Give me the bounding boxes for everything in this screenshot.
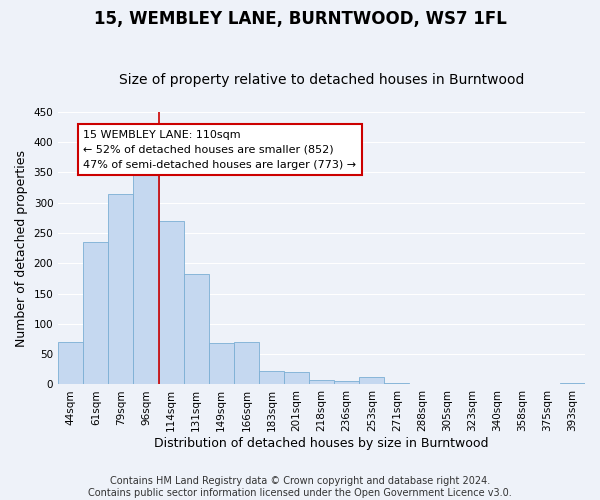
Y-axis label: Number of detached properties: Number of detached properties bbox=[15, 150, 28, 346]
Bar bbox=[259, 371, 284, 384]
Bar bbox=[284, 372, 309, 384]
Bar bbox=[83, 242, 109, 384]
Bar bbox=[385, 383, 409, 384]
Bar bbox=[560, 383, 585, 384]
Bar bbox=[209, 344, 234, 384]
Bar bbox=[58, 342, 83, 384]
Bar bbox=[158, 221, 184, 384]
Title: Size of property relative to detached houses in Burntwood: Size of property relative to detached ho… bbox=[119, 73, 524, 87]
Bar bbox=[309, 380, 334, 384]
Text: Contains HM Land Registry data © Crown copyright and database right 2024.
Contai: Contains HM Land Registry data © Crown c… bbox=[88, 476, 512, 498]
Bar bbox=[184, 274, 209, 384]
Bar bbox=[133, 160, 158, 384]
X-axis label: Distribution of detached houses by size in Burntwood: Distribution of detached houses by size … bbox=[154, 437, 489, 450]
Bar bbox=[334, 382, 359, 384]
Bar bbox=[234, 342, 259, 384]
Bar bbox=[109, 194, 133, 384]
Bar bbox=[359, 377, 385, 384]
Text: 15 WEMBLEY LANE: 110sqm
← 52% of detached houses are smaller (852)
47% of semi-d: 15 WEMBLEY LANE: 110sqm ← 52% of detache… bbox=[83, 130, 356, 170]
Text: 15, WEMBLEY LANE, BURNTWOOD, WS7 1FL: 15, WEMBLEY LANE, BURNTWOOD, WS7 1FL bbox=[94, 10, 506, 28]
